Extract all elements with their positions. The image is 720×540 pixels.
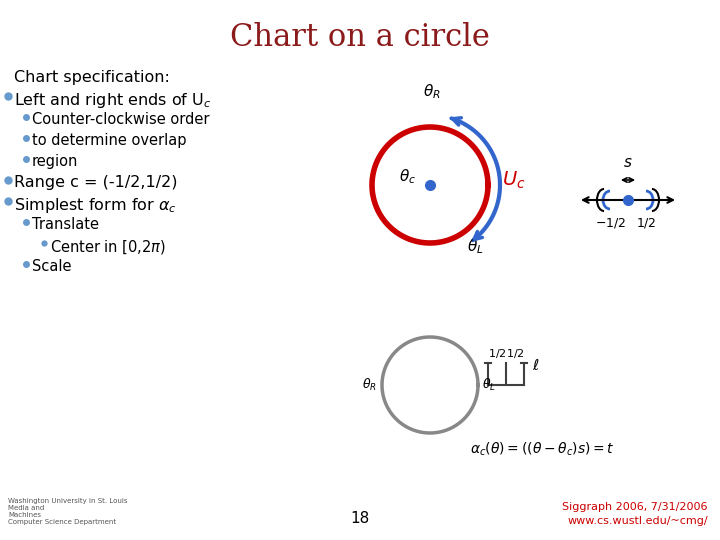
Text: to determine overlap: to determine overlap xyxy=(32,133,186,148)
Text: $1/2$: $1/2$ xyxy=(505,347,524,360)
Text: Chart specification:: Chart specification: xyxy=(14,70,170,85)
Text: $\theta_L$: $\theta_L$ xyxy=(467,238,484,256)
Text: $\ell$: $\ell$ xyxy=(532,359,539,374)
Text: Washington University in St. Louis
Media and
Machines
Computer Science Departmen: Washington University in St. Louis Media… xyxy=(8,498,127,525)
Text: $\theta_R$: $\theta_R$ xyxy=(423,82,441,101)
Text: Siggraph 2006, 7/31/2006
www.cs.wustl.edu/~cmg/: Siggraph 2006, 7/31/2006 www.cs.wustl.ed… xyxy=(562,502,708,526)
Text: Simplest form for $\alpha_c$: Simplest form for $\alpha_c$ xyxy=(14,196,176,215)
Text: $1/2$: $1/2$ xyxy=(636,216,656,230)
Text: 18: 18 xyxy=(351,511,369,526)
Text: region: region xyxy=(32,154,78,169)
Text: Translate: Translate xyxy=(32,217,99,232)
Text: $\theta_R$: $\theta_R$ xyxy=(362,377,377,393)
Text: Range c = (-1/2,1/2): Range c = (-1/2,1/2) xyxy=(14,175,178,190)
Text: $U_c$: $U_c$ xyxy=(502,170,526,191)
Text: Chart on a circle: Chart on a circle xyxy=(230,22,490,53)
Text: Center in [0,2$\pi$): Center in [0,2$\pi$) xyxy=(50,238,166,256)
Text: $1/2$: $1/2$ xyxy=(487,347,506,360)
Text: $\alpha_c(\theta) = ((\theta - \theta_c)s) = t$: $\alpha_c(\theta) = ((\theta - \theta_c)… xyxy=(470,441,615,458)
Text: Scale: Scale xyxy=(32,259,71,274)
Text: $\theta_L$: $\theta_L$ xyxy=(482,377,496,393)
Text: $\theta_c$: $\theta_c$ xyxy=(399,167,416,186)
Text: Left and right ends of U$_c$: Left and right ends of U$_c$ xyxy=(14,91,212,110)
Text: $-1/2$: $-1/2$ xyxy=(595,216,626,230)
Text: $s$: $s$ xyxy=(624,155,633,170)
Text: Counter-clockwise order: Counter-clockwise order xyxy=(32,112,210,127)
